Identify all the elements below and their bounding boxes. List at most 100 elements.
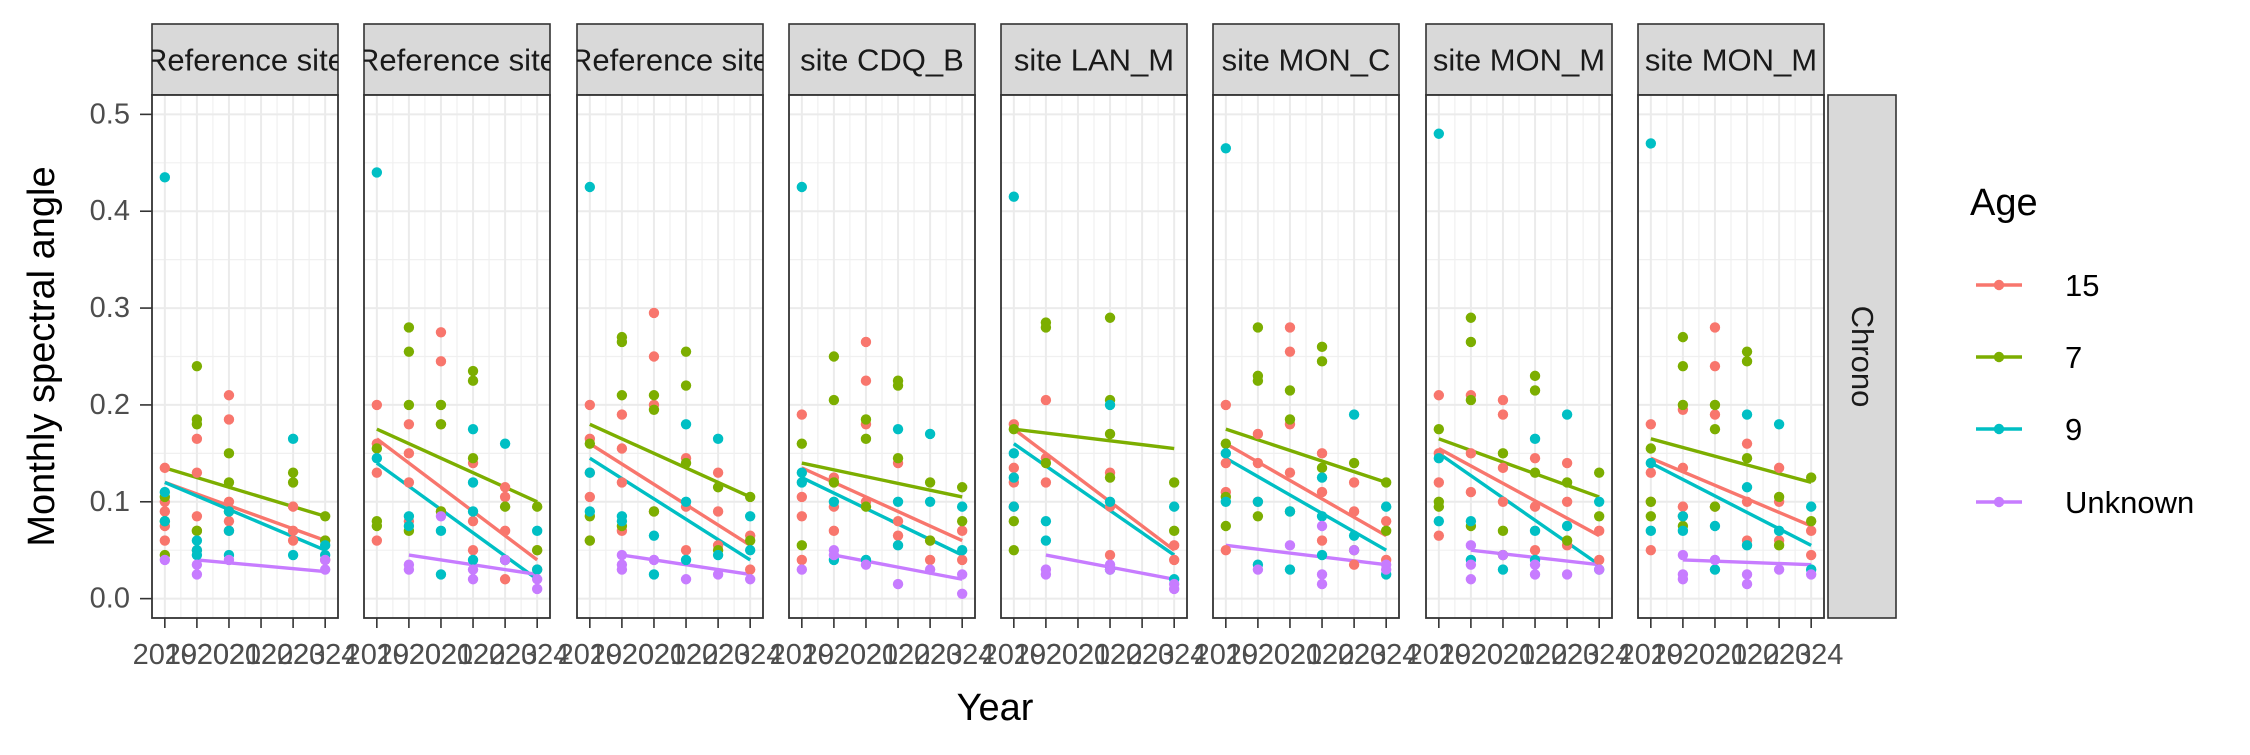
legend-item-label: 9: [2065, 412, 2082, 447]
data-point-age-9: [319, 540, 331, 551]
data-point-age-9: [1433, 128, 1445, 139]
data-point-age-9: [1773, 419, 1785, 430]
legend-item-label: 7: [2065, 340, 2082, 375]
data-point-age-7: [1677, 360, 1689, 372]
data-point-age-15: [1316, 535, 1328, 546]
x-tick-label: 2024: [1779, 639, 1844, 671]
data-point-age-7: [371, 520, 383, 532]
data-point-unknown: [467, 574, 479, 585]
data-point-unknown: [1529, 559, 1541, 570]
data-point-age-7: [1252, 322, 1264, 333]
data-point-age-15: [1040, 394, 1052, 406]
data-point-age-7: [680, 457, 692, 469]
data-point-age-15: [1465, 448, 1477, 459]
data-point-age-9: [712, 433, 724, 445]
data-point-age-7: [1497, 448, 1509, 459]
data-point-age-7: [1709, 501, 1721, 512]
data-point-age-9: [924, 428, 936, 440]
facet-strip-label: site CDQ_B: [800, 43, 964, 78]
x-tick-label: 2024: [1354, 639, 1419, 671]
data-point-age-7: [403, 346, 415, 357]
x-tick-label: 2024: [718, 639, 783, 671]
data-point-age-9: [1497, 564, 1509, 575]
data-point-unknown: [616, 549, 628, 561]
data-point-age-15: [1677, 501, 1689, 512]
data-point-age-15: [1465, 486, 1477, 498]
x-tick-label: 2021: [622, 639, 687, 671]
data-point-age-9: [371, 167, 383, 178]
data-point-age-7: [371, 443, 383, 454]
data-point-age-9: [159, 486, 171, 498]
data-point-age-7: [1677, 331, 1689, 343]
data-point-age-15: [796, 554, 808, 566]
data-point-unknown: [796, 564, 808, 575]
x-tick-label: 2021: [1683, 639, 1748, 671]
data-point-age-7: [648, 506, 660, 517]
data-point-age-9: [892, 496, 904, 507]
data-point-age-15: [648, 307, 660, 319]
legend: Age 15 7 9 Unknown: [1970, 182, 2194, 520]
x-tick-label: 2023: [261, 639, 326, 671]
data-point-age-9: [467, 554, 479, 566]
data-point-age-15: [1104, 549, 1116, 561]
data-point-age-15: [1805, 525, 1817, 537]
data-point-unknown: [1104, 564, 1116, 575]
data-point-age-9: [1741, 482, 1753, 493]
legend-key-point: [1993, 423, 2005, 435]
data-point-age-15: [1316, 486, 1328, 498]
data-point-age-9: [1220, 448, 1232, 459]
x-tick-label: 2022: [229, 639, 294, 671]
data-point-age-9: [1316, 472, 1328, 483]
data-point-age-15: [371, 467, 383, 478]
data-point-unknown: [1316, 569, 1328, 580]
data-point-age-15: [223, 515, 235, 527]
data-point-age-9: [828, 496, 840, 507]
data-point-age-7: [860, 414, 872, 425]
data-point-age-7: [648, 390, 660, 401]
data-point-age-15: [403, 419, 415, 430]
data-point-age-9: [1677, 525, 1689, 537]
data-point-age-15: [371, 399, 383, 411]
trend-line-age-15: [375, 437, 539, 562]
data-point-unknown: [1465, 559, 1477, 570]
data-point-age-9: [1008, 472, 1020, 483]
data-point-age-15: [1168, 540, 1180, 551]
data-point-age-15: [956, 525, 968, 537]
data-point-age-9: [892, 423, 904, 435]
data-point-age-7: [1561, 535, 1573, 546]
trend-line-unknown: [196, 558, 326, 574]
data-point-unknown: [828, 549, 840, 561]
panel-border: [1000, 94, 1188, 619]
data-point-unknown: [1773, 564, 1785, 575]
data-point-age-7: [499, 501, 511, 512]
data-point-age-7: [1316, 356, 1328, 367]
x-tick-label: 2023: [686, 639, 751, 671]
data-point-age-9: [1805, 501, 1817, 512]
data-point-age-15: [1529, 545, 1541, 556]
trend-line-age-7: [1013, 427, 1175, 451]
data-point-age-15: [1709, 322, 1721, 333]
data-point-age-15: [435, 356, 447, 367]
data-point-age-7: [1561, 477, 1573, 488]
data-point-age-15: [1284, 346, 1296, 357]
data-point-age-7: [1593, 511, 1605, 522]
data-point-unknown: [924, 564, 936, 575]
data-point-age-9: [1252, 496, 1264, 507]
x-tick-label: 2022: [1715, 639, 1780, 671]
x-tick-label: 2022: [1078, 639, 1143, 671]
data-point-unknown: [1561, 569, 1573, 580]
data-point-age-7: [924, 477, 936, 488]
data-point-unknown: [531, 583, 543, 595]
facet-strip-label: site LAN_M: [1014, 43, 1174, 78]
facet-strip-label: Reference site: [357, 43, 557, 78]
data-point-unknown: [159, 554, 171, 566]
data-point-age-7: [796, 438, 808, 449]
data-point-age-9: [1465, 515, 1477, 527]
data-point-age-9: [892, 540, 904, 551]
data-point-age-15: [499, 574, 511, 585]
data-point-age-7: [1252, 511, 1264, 522]
data-point-age-7: [1529, 467, 1541, 478]
data-point-age-7: [1465, 336, 1477, 348]
